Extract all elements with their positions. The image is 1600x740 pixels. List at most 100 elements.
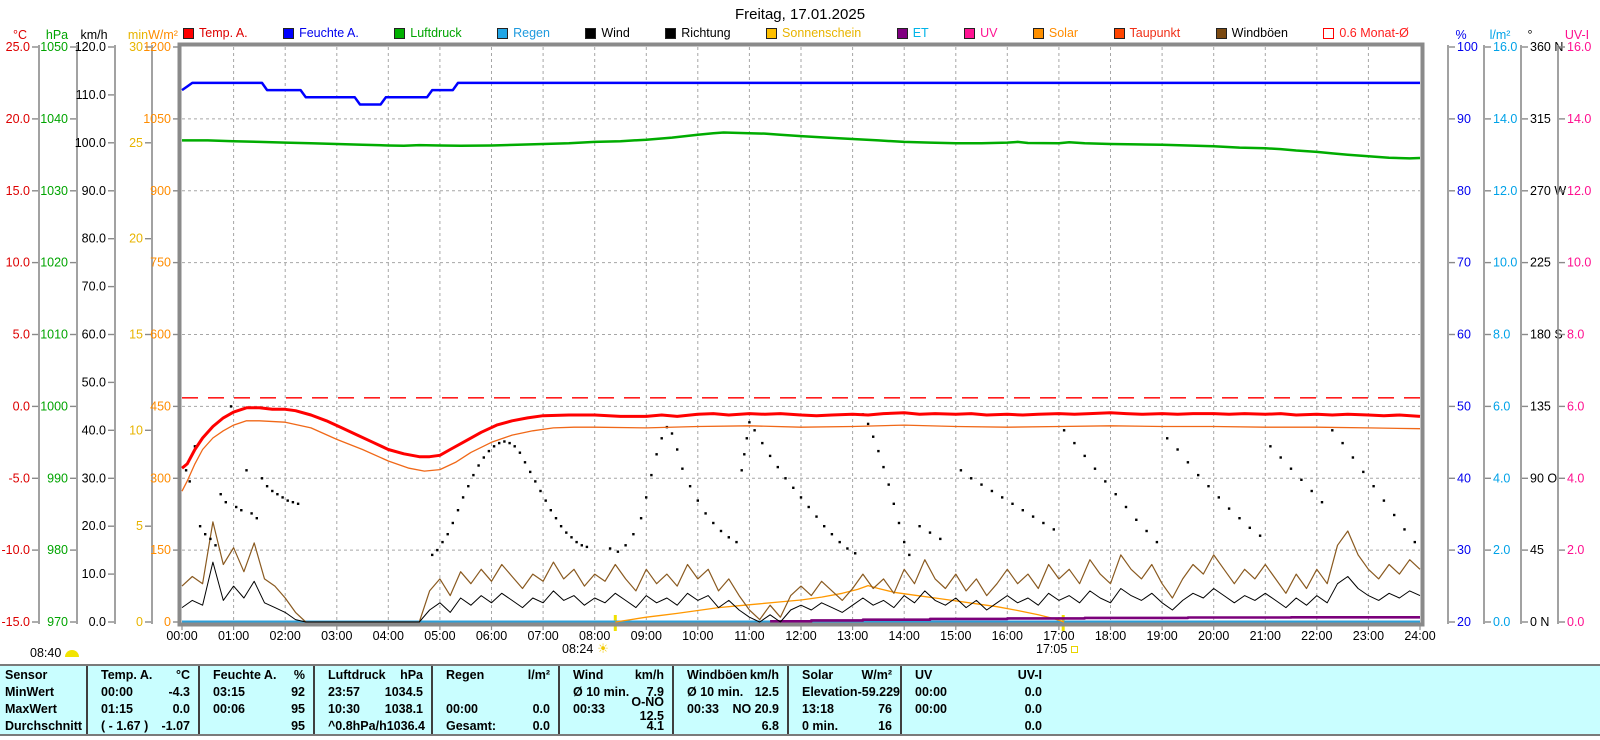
axis-unit-hpa: hPa [46,28,68,42]
svg-text:80.0: 80.0 [82,232,106,246]
svg-text:16:00: 16:00 [992,629,1023,643]
avg-value-temp-a: -1.07 [161,718,191,733]
legend-item-windboeen: Windböen [1215,26,1288,41]
half-sun-icon [65,649,80,657]
svg-text:60.0: 60.0 [82,328,106,342]
min-time-uv: 00:00 [915,684,947,699]
legend-swatch-feuchte-a [283,28,295,39]
svg-text:07:00: 07:00 [527,629,558,643]
svg-text:5.0: 5.0 [13,328,30,342]
series-taupunkt [181,420,1421,492]
svg-text:01:00: 01:00 [218,629,249,643]
svg-text:1010: 1010 [40,328,68,342]
svg-text:20:00: 20:00 [1198,629,1229,643]
svg-text:23:00: 23:00 [1353,629,1384,643]
axis-unit-min: min [128,28,148,42]
legend-item-temp-a: Temp. A. [183,26,248,41]
svg-text:05:00: 05:00 [424,629,455,643]
svg-text:50.0: 50.0 [82,375,106,389]
legend-swatch-temp-a [183,28,194,39]
table-col-solar: Solar W/m² Elevation -59.229 13:18 76 0 min. 16 [787,666,900,734]
legend-item-uv: UV [964,26,997,41]
axis-unit-pct: % [1455,28,1466,42]
axis-kmh: 0.0 10.0 20.0 30.0 40.0 50.0 60.0 70.0 80.0 90.0 1… [75,28,116,629]
legend-swatch-luftdruck [394,28,406,39]
axis-unit-uvi: UV-I [1565,28,1589,42]
svg-text:0: 0 [164,615,171,629]
max-time-solar: 13:18 [802,701,834,716]
svg-text:1050: 1050 [40,40,68,54]
legend-label-sonnenschein: Sonnenschein [782,26,862,40]
table-col-wind: Wind km/h Ø 10 min. 7.9 00:33 O-NO 12.5 4.1 [558,666,672,734]
svg-text:90 O: 90 O [1530,471,1557,485]
svg-text:1000: 1000 [40,399,68,413]
svg-text:10:00: 10:00 [682,629,713,643]
svg-text:04:00: 04:00 [373,629,404,643]
svg-text:4.0: 4.0 [1567,471,1584,485]
series-wind [181,561,1421,623]
legend-label-taupunkt: Taupunkt [1129,26,1181,40]
svg-text:30.0: 30.0 [82,471,106,485]
min-value-windb-en: 12.5 [754,684,779,699]
axis-unit-wm2: W/m² [148,28,178,42]
svg-text:990: 990 [47,471,68,485]
legend-item-regen: Regen [497,26,550,41]
svg-text:90.0: 90.0 [82,184,106,198]
svg-text:00:00: 00:00 [166,629,197,643]
max-value-solar: 76 [878,701,892,716]
max-time-feuchte-a: 00:06 [213,701,245,716]
svg-text:8.0: 8.0 [1493,328,1510,342]
svg-text:4.0: 4.0 [1493,471,1510,485]
page-title: Freitag, 17.01.2025 [734,6,866,23]
col-name-solar: Solar [802,667,834,682]
series-et [770,616,1420,623]
series-luftdruck [182,131,1421,160]
svg-text:19:00: 19:00 [1146,629,1177,643]
axis-temp: -15.0 -10.0 -5.0 0.0 5.0 10.0 15.0 20.0 25.0°C [2,28,40,629]
avg-value-luftdruck: 1036.4 [386,718,425,733]
legend-swatch-solar [1032,28,1044,39]
max-value-uv: 0.0 [1024,701,1042,716]
svg-text:150: 150 [150,543,171,557]
svg-text:5: 5 [136,519,143,533]
legend-item-sonnenschein: Sonnenschein [766,26,861,41]
svg-text:0.0: 0.0 [1493,615,1510,629]
axis-unit-temp: °C [13,28,27,42]
legend-swatch-taupunkt [1113,28,1125,39]
svg-text:15:00: 15:00 [940,629,971,643]
sunrise-annotation: 08:24 ☀ [562,642,609,656]
svg-text:14.0: 14.0 [1567,112,1591,126]
svg-text:12:00: 12:00 [785,629,816,643]
svg-text:0: 0 [136,615,143,629]
max-time-windb-en: 00:33 [687,701,719,716]
table-col-feuchte-a: Feuchte A.% 03:15 92 00:06 95 95 [198,666,313,734]
col-name-uv: UV [915,667,933,682]
avg-label-regen: Gesamt: [446,718,497,733]
table-row-headers: Sensor MinWert MaxWert Durchschnitt [0,666,86,734]
axis-uvi: 0.0 2.0 4.0 6.0 8.0 10.0 12.0 14.0 16.0UV-I [1557,28,1591,629]
col-unit-temp-a: °C [175,667,190,682]
svg-text:45: 45 [1530,543,1544,557]
col-name-luftdruck: Luftdruck [328,667,386,682]
svg-text:40.0: 40.0 [82,423,106,437]
axis-lm2: 0.0 2.0 4.0 6.0 8.0 10.0 12.0 14.0 16.0l/m² [1483,28,1517,629]
svg-text:12.0: 12.0 [1567,184,1591,198]
svg-text:110.0: 110.0 [76,88,106,102]
legend-label-uv: UV [980,26,998,40]
svg-text:135: 135 [1530,399,1551,413]
legend-swatch-wind [585,28,597,39]
legend-label-et: ET [912,26,929,40]
axis-unit-kmh: km/h [80,28,107,42]
axis-unit-lm2: l/m² [1490,28,1511,42]
col-unit-luftdruck: hPa [400,667,423,682]
min-value-feuchte-a: 92 [291,684,305,699]
svg-text:70.0: 70.0 [82,280,106,294]
svg-text:1050: 1050 [143,112,171,126]
max-value-feuchte-a: 95 [291,701,305,716]
legend-swatch-monat [1323,28,1335,39]
min-value-solar: -59.229 [857,684,900,699]
svg-text:120.0: 120.0 [75,40,106,54]
